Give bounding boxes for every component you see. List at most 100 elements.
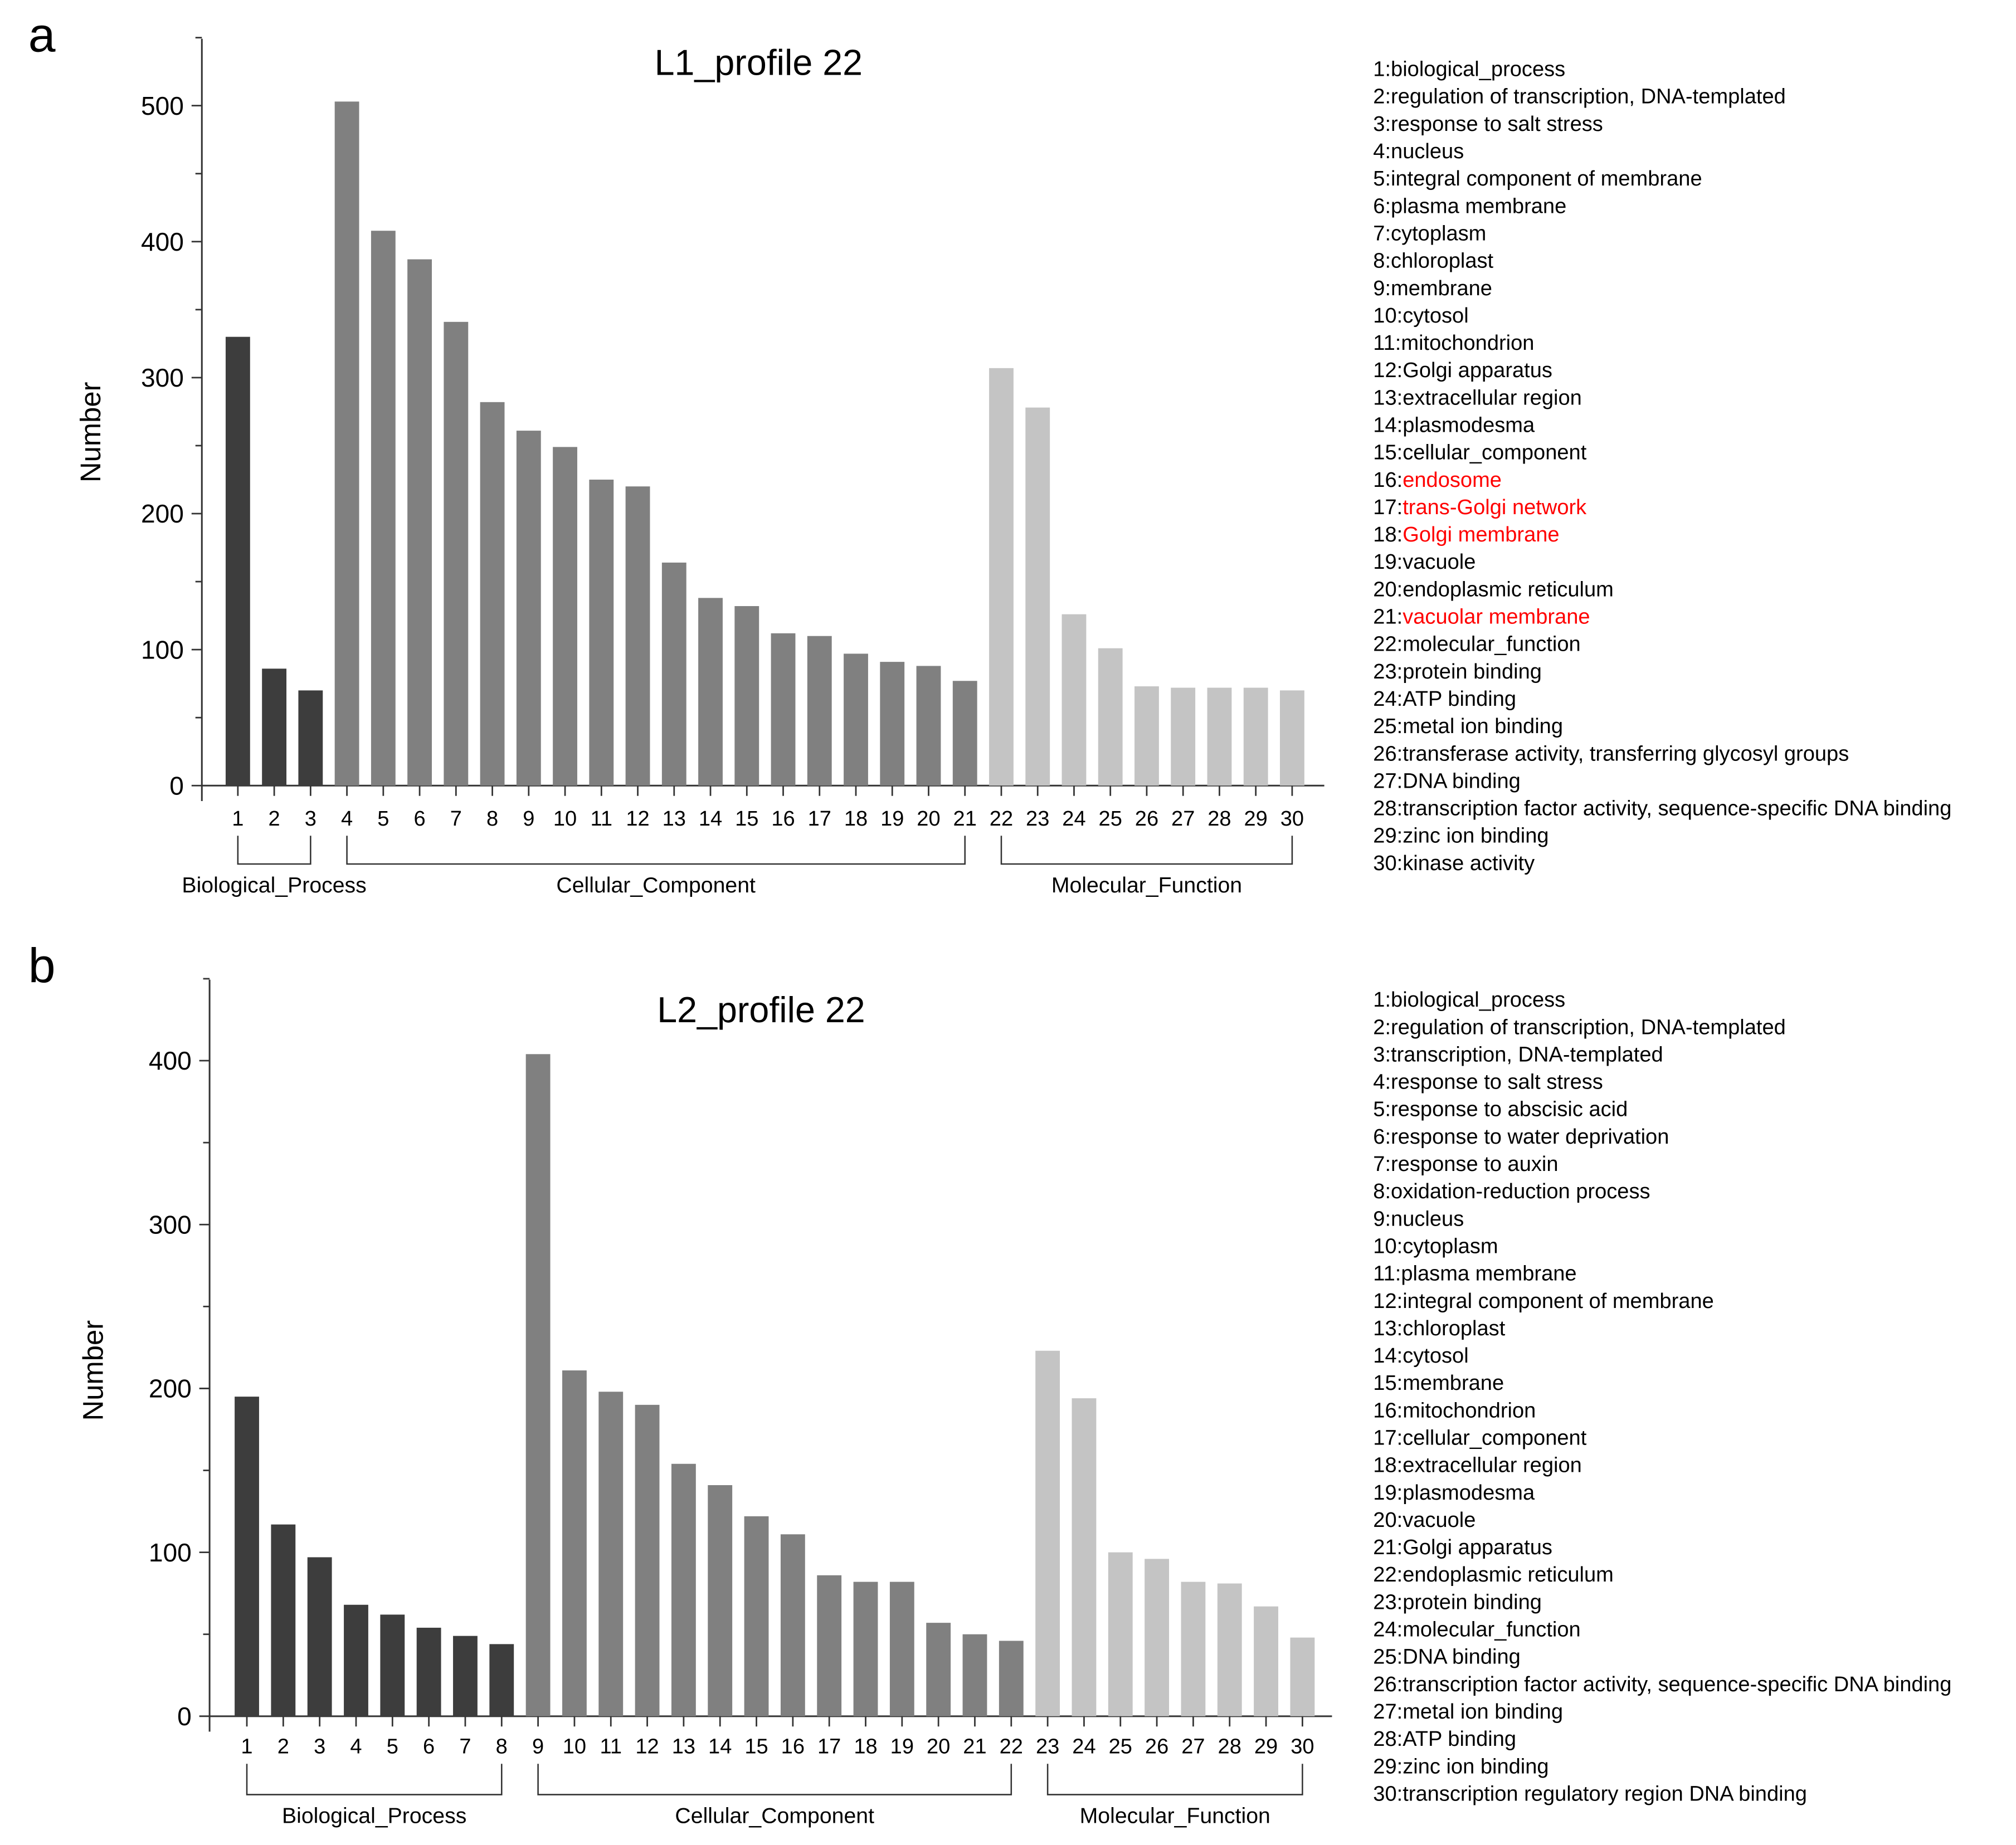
legend-number: 19: <box>1373 1481 1403 1505</box>
legend-term: regulation of transcription, DNA-templat… <box>1391 85 1786 109</box>
legend-term: DNA binding <box>1403 769 1521 793</box>
legend-term: transferase activity, transferring glyco… <box>1403 742 1849 765</box>
legend-item: 8:oxidation-reduction process <box>1373 1180 1650 1203</box>
legend-item: 14:plasmodesma <box>1373 413 1535 437</box>
bar-4 <box>344 1604 368 1716</box>
legend-number: 18: <box>1373 523 1403 546</box>
bar-10 <box>562 1370 587 1716</box>
x-tick-label: 3 <box>314 1735 325 1759</box>
legend-number: 20: <box>1373 578 1403 601</box>
x-tick-label: 28 <box>1207 807 1231 831</box>
legend-term: Golgi apparatus <box>1403 1536 1552 1559</box>
bar-5 <box>380 1614 405 1716</box>
legend-item: 21:vacuolar membrane <box>1373 606 1590 629</box>
legend-item: 23:protein binding <box>1373 660 1542 684</box>
legend-item: 19:vacuole <box>1373 550 1476 574</box>
bar-28 <box>1217 1583 1242 1716</box>
legend-term: mitochondrion <box>1403 1399 1536 1422</box>
legend-term: cytosol <box>1403 304 1468 328</box>
y-tick-label: 300 <box>141 363 184 392</box>
legend-term: zinc ion binding <box>1403 824 1548 848</box>
bar-27 <box>1181 1582 1206 1716</box>
legend-item: 17:trans-Golgi network <box>1373 496 1587 519</box>
x-tick-label: 9 <box>532 1735 544 1759</box>
legend-item: 29:zinc ion binding <box>1373 1755 1548 1778</box>
x-tick-label: 18 <box>844 807 868 831</box>
group-bracket <box>346 836 966 865</box>
legend-item: 25:metal ion binding <box>1373 715 1563 738</box>
legend-number: 12: <box>1373 1290 1403 1313</box>
legend-term: ATP binding <box>1403 687 1516 711</box>
group-bracket <box>237 836 311 865</box>
group-label: Molecular_Function <box>1051 873 1242 897</box>
legend-term: nucleus <box>1391 140 1464 163</box>
y-tick-label: 200 <box>141 499 184 528</box>
legend-number: 1: <box>1373 58 1391 81</box>
x-tick-label: 25 <box>1099 807 1122 831</box>
y-tick-label: 0 <box>169 771 184 800</box>
x-tick-label: 12 <box>626 807 649 831</box>
legend-term: response to water deprivation <box>1391 1125 1669 1149</box>
bar-8 <box>480 402 505 786</box>
legend-term: extracellular region <box>1403 1454 1582 1477</box>
bar-15 <box>734 606 759 786</box>
legend-item: 24:ATP binding <box>1373 687 1516 711</box>
legend-number: 16: <box>1373 468 1403 492</box>
legend-number: 25: <box>1373 1646 1403 1669</box>
x-tick-label: 11 <box>591 807 613 831</box>
legend-item: 7:cytoplasm <box>1373 222 1486 245</box>
legend-item: 13:chloroplast <box>1373 1317 1505 1340</box>
y-tick-label: 200 <box>149 1374 192 1403</box>
bar-12 <box>625 486 650 786</box>
bar-30 <box>1290 1637 1315 1716</box>
legend-item: 18:extracellular region <box>1373 1454 1582 1477</box>
bar-16 <box>771 633 796 786</box>
x-tick-label: 26 <box>1145 1735 1168 1759</box>
bar-20 <box>916 666 941 786</box>
bar-6 <box>416 1627 441 1716</box>
bar-25 <box>1098 648 1123 786</box>
group-label: Molecular_Function <box>1080 1803 1270 1828</box>
y-tick-label: 300 <box>149 1210 192 1239</box>
x-tick-label: 21 <box>953 807 977 831</box>
legend-number: 23: <box>1373 660 1403 684</box>
group-bracket <box>1046 1764 1303 1795</box>
group-bracket <box>537 1764 1012 1795</box>
x-tick-label: 14 <box>699 807 722 831</box>
x-tick-label: 15 <box>744 1735 768 1759</box>
bar-19 <box>880 662 905 786</box>
legend-number: 9: <box>1373 277 1391 300</box>
legend-item: 26:transcription factor activity, sequen… <box>1373 1673 1951 1696</box>
legend-item: 18:Golgi membrane <box>1373 523 1559 546</box>
legend-term: cellular_component <box>1403 1426 1586 1449</box>
x-tick-label: 24 <box>1072 1735 1095 1759</box>
bar-1 <box>225 336 250 786</box>
legend-number: 13: <box>1373 386 1403 409</box>
bar-5 <box>371 231 396 786</box>
group-bracket <box>246 1764 503 1795</box>
legend-number: 22: <box>1373 1563 1403 1587</box>
legend-number: 21: <box>1373 606 1403 629</box>
x-tick-label: 9 <box>523 807 534 831</box>
bar-3 <box>307 1557 332 1716</box>
legend-term: response to salt stress <box>1391 113 1603 136</box>
x-tick-label: 17 <box>817 1735 841 1759</box>
legend-item: 6:response to water deprivation <box>1373 1125 1669 1149</box>
legend-item: 4:response to salt stress <box>1373 1071 1603 1094</box>
x-tick-label: 26 <box>1135 807 1158 831</box>
bar-12 <box>635 1404 660 1716</box>
legend-term: endoplasmic reticulum <box>1403 578 1614 601</box>
bar-3 <box>298 690 323 786</box>
legend-term: vacuole <box>1403 1509 1476 1532</box>
bar-23 <box>1035 1350 1060 1716</box>
legend-item: 15:cellular_component <box>1373 441 1586 465</box>
bar-26 <box>1134 686 1159 786</box>
legend-term: transcription factor activity, sequence-… <box>1403 1673 1951 1696</box>
legend-number: 29: <box>1373 824 1403 848</box>
group-label: Cellular_Component <box>556 873 756 897</box>
bar-22 <box>999 1641 1024 1716</box>
legend-item: 1:biological_process <box>1373 58 1565 81</box>
legend-number: 15: <box>1373 441 1403 465</box>
legend-term: metal ion binding <box>1403 715 1563 738</box>
